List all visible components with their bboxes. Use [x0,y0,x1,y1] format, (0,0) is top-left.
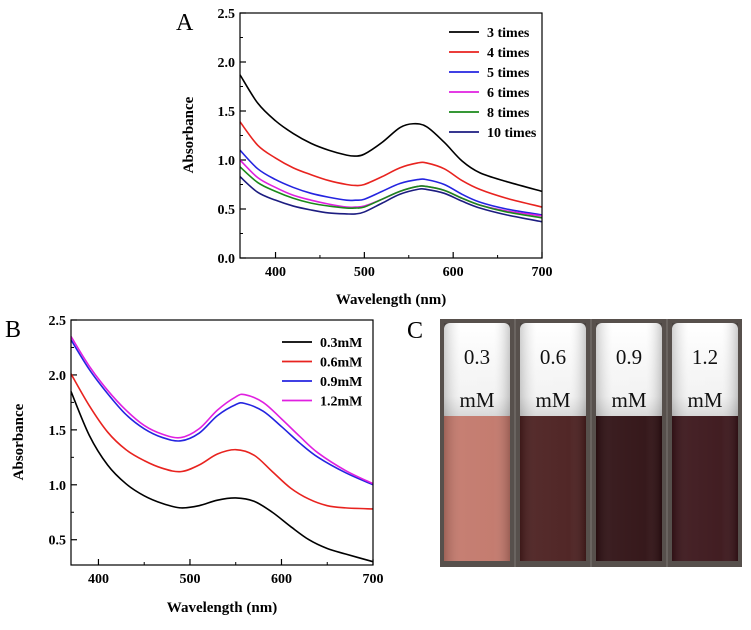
legend-label: 0.9mM [320,375,362,390]
x-tick-label: 400 [265,265,286,280]
legend-label: 3 times [487,26,530,41]
legend-label: 0.6mM [320,356,362,371]
series-line-1-2mm [70,336,374,485]
x-tick-label: 400 [88,572,109,587]
y-tick-label: 0.5 [218,203,236,218]
vial-label-unit: mM [459,388,494,412]
vial-label-unit: mM [535,388,570,412]
x-tick-label: 600 [443,265,464,280]
series-line-3-times [239,74,543,193]
x-tick-label: 600 [271,572,292,587]
vial-glass-sheen [672,323,738,561]
chart-b-xlabel: Wavelength (nm) [167,600,277,616]
chart-b-ticks: 400 500 600 700 0.5 1.0 1.5 2.0 2.5 [49,314,384,587]
vial-label-unit: mM [687,388,722,412]
vial-label-concentration: 0.9 [616,345,642,369]
chart-panel-a: A 400 500 600 700 0.0 0.5 1.0 1.5 2.0 2.5 3 times… [176,7,553,308]
x-tick-label: 500 [354,265,375,280]
legend-label: 6 times [487,86,530,101]
vial-photo-panel: C 0.3 mM 0.6 mM 0.9 mM 1.2 mM [407,318,742,567]
legend-label: 5 times [487,66,530,81]
x-tick-label: 500 [179,572,200,587]
chart-a-plot-frame [239,12,543,259]
legend-label: 0.3mM [320,336,362,351]
legend-label: 10 times [487,126,537,141]
x-tick-label: 700 [532,265,553,280]
vial-3: 0.9 mM [592,319,666,567]
vial-row: 0.3 mM 0.6 mM 0.9 mM 1.2 mM [440,319,742,567]
legend-label: 8 times [487,106,530,121]
y-tick-label: 1.5 [49,424,67,439]
x-tick-label: 700 [363,572,384,587]
series-line-0-3mm [70,391,374,563]
panel-label-a: A [176,10,194,36]
y-tick-label: 2.5 [218,7,236,22]
series-line-10-times [239,176,543,223]
panel-label-b: B [5,317,21,343]
legend-label: 4 times [487,46,530,61]
chart-a-series [239,74,543,223]
vial-glass-sheen [520,323,586,561]
vial-glass-sheen [444,323,510,561]
y-tick-label: 1.0 [218,154,236,169]
series-line-0-6mm [70,373,374,510]
vial-1: 0.3 mM [440,319,514,567]
chart-b-legend: 0.3mM 0.6mM 0.9mM 1.2mM [282,336,362,410]
vial-label-concentration: 0.6 [540,345,566,369]
vial-2: 0.6 mM [516,319,590,567]
series-line-8-times [239,166,543,219]
vial-label-unit: mM [611,388,646,412]
vial-4: 1.2 mM [668,319,742,567]
panel-label-c: C [407,318,423,344]
chart-panel-b: B 400 500 600 700 0.5 1.0 1.5 2.0 2.5 0.3mM 0.6mM… [5,314,384,616]
y-tick-label: 1.0 [49,479,67,494]
y-tick-label: 0.5 [49,534,67,549]
chart-a-ticks: 400 500 600 700 0.0 0.5 1.0 1.5 2.0 2.5 [218,7,553,280]
chart-b-ylabel: Absorbance [11,403,27,480]
chart-a-xlabel: Wavelength (nm) [336,292,446,308]
series-line-0-9mm [70,339,374,486]
y-tick-label: 2.5 [49,314,67,329]
series-line-4-times [239,121,543,208]
vial-label-concentration: 0.3 [464,345,490,369]
y-tick-label: 1.5 [218,105,236,120]
legend-label: 1.2mM [320,395,362,410]
chart-b-plot-frame [70,319,374,566]
y-tick-label: 0.0 [218,252,236,267]
chart-a-legend: 3 times 4 times 5 times 6 times 8 times 10 ti… [449,26,537,141]
chart-b-series [70,336,374,563]
vial-label-concentration: 1.2 [692,345,718,369]
vial-glass-sheen [596,323,662,561]
y-tick-label: 2.0 [49,369,67,384]
y-tick-label: 2.0 [218,56,236,71]
series-line-5-times [239,149,543,216]
chart-a-ylabel: Absorbance [181,96,197,173]
